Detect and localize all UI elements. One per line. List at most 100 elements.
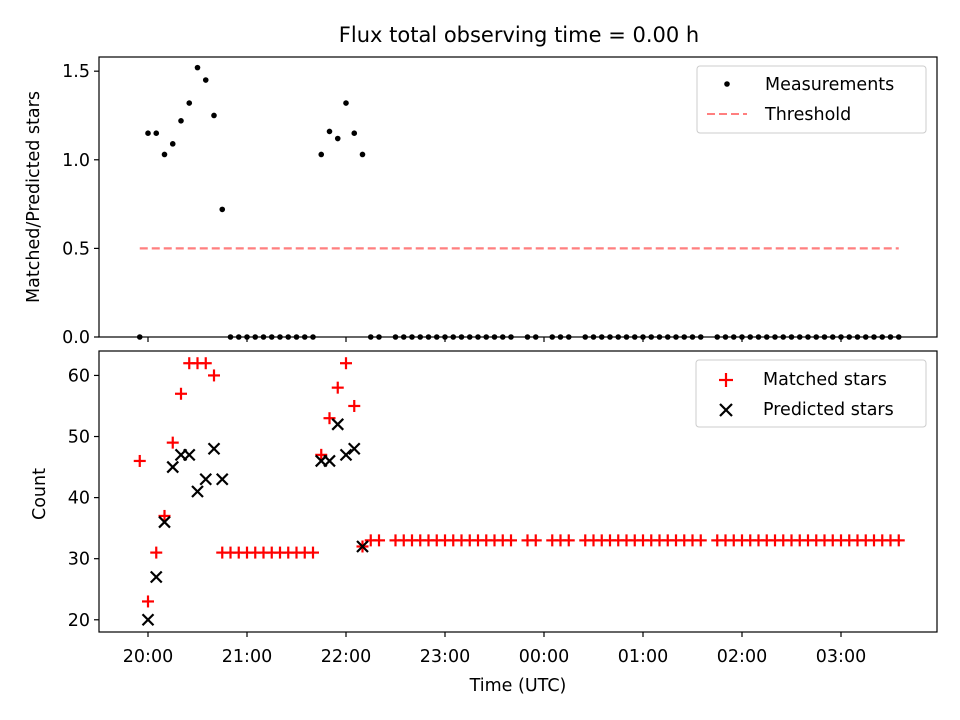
measurement-point (392, 334, 399, 340)
measurement-point (598, 334, 605, 340)
measurement-point (763, 334, 770, 340)
measurement-point (730, 334, 737, 340)
measurement-point (194, 64, 201, 71)
top-panel: 0.0 0.5 1.0 1.5 Matched/Predicted stars Mea… (24, 56, 938, 348)
top-y-tick-label: 0.0 (62, 328, 90, 348)
bottom-y-tick-label: 20 (68, 611, 90, 631)
x-axis-label: Time (UTC) (469, 676, 567, 696)
legend-threshold-label: Threshold (764, 105, 851, 125)
legend-matched-marker (719, 373, 733, 387)
measurement-point (376, 334, 382, 340)
measurement-point (334, 135, 341, 142)
measurement-point (244, 334, 250, 340)
measurement-point (623, 334, 630, 340)
measurement-point (607, 334, 613, 340)
measurement-point (722, 334, 729, 340)
measurement-point (491, 334, 498, 340)
matched-star-point (142, 595, 154, 608)
predicted-star-point (215, 473, 229, 486)
measurement-point (326, 128, 333, 135)
measurement-point (359, 151, 366, 158)
matched-star-point (373, 534, 385, 547)
bottom-legend-box (695, 359, 927, 428)
measurement-point (466, 334, 473, 340)
predicted-star-point (356, 540, 369, 553)
matched-star-point (694, 534, 707, 547)
measurement-point (648, 334, 655, 340)
measurement-point (780, 334, 787, 340)
measurement-point (664, 334, 671, 340)
measurement-point (854, 334, 861, 340)
predicted-star-point (199, 473, 213, 486)
x-tick-label: 23:00 (420, 647, 470, 667)
matched-star-point (150, 546, 163, 559)
measurement-point (557, 334, 564, 340)
measurement-point (442, 334, 448, 340)
x-tick-label: 02:00 (717, 647, 767, 667)
measurement-point (565, 334, 572, 340)
measurement-point (483, 334, 490, 340)
measurement-point (186, 100, 193, 106)
measurement-point (871, 334, 877, 340)
measurement-point (582, 334, 589, 340)
measurement-point (508, 334, 514, 340)
bottom-y-axis-label: Count (30, 468, 50, 520)
legend-matched-label: Matched stars (763, 370, 887, 390)
measurement-point (400, 334, 407, 340)
measurement-point (747, 334, 754, 340)
top-y-axis-label: Matched/Predicted stars (24, 91, 44, 303)
x-tick-label: 03:00 (816, 647, 866, 667)
matched-star-point (307, 546, 319, 559)
measurement-point (821, 334, 828, 340)
top-y-tick-label: 1.0 (62, 151, 90, 171)
measurement-point (343, 100, 349, 106)
measurement-point (235, 334, 242, 340)
predicted-star-point (323, 454, 336, 468)
bottom-panel: 20 30 40 50 60 20:00 21:00 22:00 23:00 00:00 01:0… (30, 350, 938, 696)
matched-star-point (331, 381, 344, 394)
predicted-stars-points (141, 418, 369, 627)
measurement-point (532, 334, 539, 340)
matched-star-point (133, 454, 146, 467)
x-tick-label: 20:00 (123, 647, 173, 667)
bottom-y-axis: 20 30 40 50 60 (68, 366, 99, 631)
legend-measurements-label: Measurements (765, 75, 894, 95)
predicted-star-point (207, 442, 221, 456)
measurement-point (202, 77, 209, 83)
bottom-y-tick-label: 60 (68, 366, 90, 386)
measurement-points (136, 64, 902, 340)
matched-star-point (348, 399, 361, 412)
bottom-y-tick-label: 40 (68, 489, 90, 509)
measurement-point (895, 334, 902, 340)
measurement-point (829, 334, 836, 340)
top-legend-box (696, 65, 927, 134)
measurement-point (318, 151, 325, 158)
bottom-axes-frame (98, 350, 938, 633)
matched-star-point (562, 534, 575, 547)
legend-measurements-marker (724, 81, 730, 87)
matched-star-point (892, 534, 905, 547)
matched-star-point (175, 387, 187, 400)
measurement-point (788, 334, 795, 340)
predicted-star-point (339, 448, 353, 462)
measurement-point (161, 151, 168, 158)
x-tick-label: 00:00 (519, 647, 569, 667)
measurement-point (433, 334, 440, 340)
measurement-point (252, 334, 259, 340)
measurement-point (805, 334, 811, 340)
measurement-point (755, 334, 762, 340)
measurement-point (813, 334, 820, 340)
top-y-tick-label: 1.5 (62, 62, 90, 82)
measurement-point (549, 334, 556, 340)
measurement-point (367, 334, 374, 340)
measurement-point (145, 130, 151, 137)
measurement-point (310, 334, 316, 340)
measurement-point (796, 334, 803, 340)
legend-predicted-marker (719, 403, 733, 417)
bottom-x-axis: 20:00 21:00 22:00 23:00 00:00 01:00 02:00 03:00 (123, 632, 866, 667)
matched-star-point (505, 534, 517, 547)
measurement-point (689, 334, 696, 340)
chart-title: Flux total observing time = 0.00 h (339, 23, 699, 47)
bottom-legend: Matched stars Predicted stars (695, 359, 927, 428)
